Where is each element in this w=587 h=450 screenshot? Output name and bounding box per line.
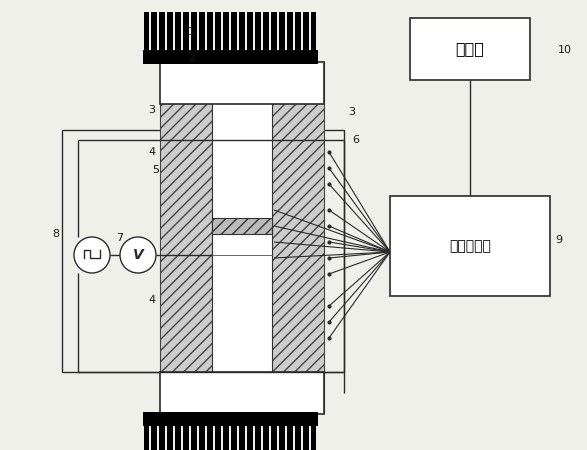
Bar [247, 12, 253, 50]
Text: 8: 8 [52, 229, 59, 239]
Bar [62, 130, 344, 372]
Bar [390, 196, 550, 296]
Bar [191, 426, 197, 450]
Text: 9: 9 [555, 235, 562, 245]
Bar [247, 426, 253, 450]
Bar [160, 426, 166, 450]
Bar [302, 426, 309, 450]
Bar [215, 426, 221, 450]
Bar [215, 12, 221, 50]
Bar [143, 50, 318, 64]
Text: 2: 2 [188, 53, 195, 63]
Bar [231, 426, 237, 450]
Bar [271, 12, 276, 50]
Text: 10: 10 [558, 45, 572, 55]
Bar [212, 62, 272, 413]
Bar [151, 426, 157, 450]
Bar [176, 426, 181, 450]
Bar [143, 426, 150, 450]
Bar [263, 426, 269, 450]
Bar [311, 12, 316, 50]
Bar [183, 12, 189, 50]
Bar [295, 12, 301, 50]
Bar [207, 12, 213, 50]
Bar [199, 12, 205, 50]
Bar [410, 18, 530, 80]
Text: 5: 5 [152, 165, 159, 175]
Bar [143, 412, 318, 426]
Text: V: V [133, 248, 143, 262]
Bar [302, 12, 309, 50]
Bar [279, 426, 285, 450]
Bar [167, 12, 173, 50]
Bar [239, 12, 245, 50]
Bar [311, 426, 316, 450]
Text: 3: 3 [148, 105, 155, 115]
Text: 4: 4 [148, 147, 155, 157]
Bar [176, 12, 181, 50]
Text: 7: 7 [116, 233, 123, 243]
Bar [239, 426, 245, 450]
Circle shape [74, 237, 110, 273]
Bar [160, 12, 166, 50]
Bar [160, 372, 324, 414]
Text: 数据采集仪: 数据采集仪 [449, 239, 491, 253]
Text: 6: 6 [352, 135, 359, 145]
Bar [212, 218, 272, 234]
Bar [183, 426, 189, 450]
Bar [231, 12, 237, 50]
Bar [272, 62, 324, 413]
Bar [167, 426, 173, 450]
Bar [286, 12, 293, 50]
Bar [160, 62, 212, 413]
Bar [255, 426, 261, 450]
Bar [223, 12, 229, 50]
Bar [143, 12, 150, 50]
Text: 1: 1 [188, 27, 195, 37]
Circle shape [120, 237, 156, 273]
Bar [279, 12, 285, 50]
Bar [295, 426, 301, 450]
Bar [286, 426, 293, 450]
Bar [263, 12, 269, 50]
Bar [223, 426, 229, 450]
Text: 4: 4 [148, 295, 155, 305]
Text: 3: 3 [348, 107, 355, 117]
Bar [255, 12, 261, 50]
Text: 计算机: 计算机 [456, 41, 484, 57]
Bar [160, 62, 324, 104]
Bar [151, 12, 157, 50]
Bar [271, 426, 276, 450]
Bar [199, 426, 205, 450]
Bar [191, 12, 197, 50]
Bar [207, 426, 213, 450]
